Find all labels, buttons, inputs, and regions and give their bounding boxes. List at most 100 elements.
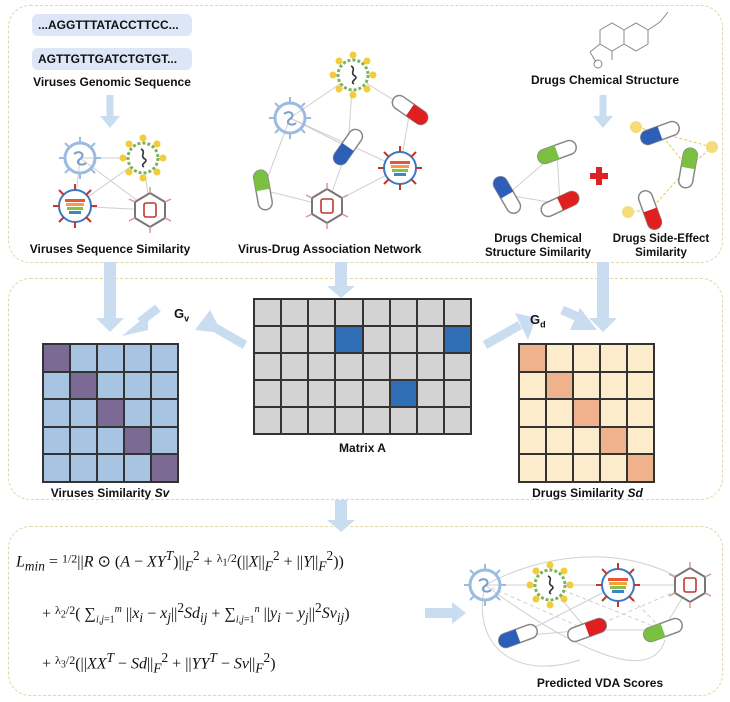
gd-sub: d [540, 319, 546, 330]
model-panel [8, 526, 723, 696]
matrix-a-cell [362, 407, 390, 434]
sd-cell [546, 454, 573, 482]
matrix-a-cell [308, 353, 336, 380]
matrix-a-cell [389, 299, 417, 326]
sd-cell [627, 426, 654, 455]
sd-symbol: Sd [627, 486, 643, 500]
sd-cell [573, 399, 600, 427]
matrix-a-cell [416, 326, 444, 353]
sd-cell [600, 399, 627, 427]
sv-cell [151, 344, 178, 372]
matrix-a-cell [416, 407, 444, 434]
matrix-a-cell [281, 299, 309, 326]
matrix-a-cell [389, 380, 417, 407]
sd-cell [600, 344, 627, 372]
matrix-a-cell [389, 407, 417, 434]
matrix-a-cell [254, 326, 282, 353]
matrix-a-cell [254, 299, 282, 326]
drugs-chemical-structure-similarity-label: Drugs Chemical Structure Similarity [473, 232, 603, 260]
matrix-a-cell [443, 299, 471, 326]
sv-cell [97, 371, 124, 400]
sv-cell [124, 426, 151, 455]
matrix-a-cell [254, 407, 282, 434]
sd-cell [546, 344, 573, 372]
sv-cell [70, 399, 97, 427]
drugs-chemical-structure-label: Drugs Chemical Structure [530, 73, 680, 87]
matrix-a-cell [308, 380, 336, 407]
gd-text: G [530, 312, 541, 327]
sd-cell [600, 454, 627, 482]
matrix-a-cell [281, 353, 309, 380]
viruses-genomic-sequence-label: Viruses Genomic Sequence [33, 75, 191, 89]
matrix-a-cell [308, 299, 336, 326]
sv-cell [43, 344, 70, 372]
matrix-a-cell [335, 326, 363, 353]
matrix-a [253, 298, 472, 435]
sv-cell [124, 399, 151, 427]
chemical-structure-icon [589, 11, 669, 69]
sd-cell [573, 371, 600, 400]
data-sources-panel [8, 5, 723, 263]
genomic-sequence-1: ...AGGTTTATACCTTCC... [32, 14, 192, 36]
sv-cell [97, 454, 124, 482]
similarity-panel [8, 278, 723, 500]
matrix-a-cell [335, 299, 363, 326]
sd-cell [600, 371, 627, 400]
sd-cell [519, 344, 546, 372]
viruses-sequence-similarity-label: Viruses Sequence Similarity [29, 242, 191, 256]
sd-cell [519, 399, 546, 427]
sd-cell [573, 344, 600, 372]
sv-symbol: Sv [154, 486, 170, 500]
equation-line-2: + λ2/2( ∑i,j=1m ||xi − xj||2Sdij + ∑i,j=… [42, 600, 350, 626]
matrix-a-cell [416, 353, 444, 380]
matrix-a-cell [416, 299, 444, 326]
matrix-a-cell [362, 353, 390, 380]
sv-cell [70, 344, 97, 372]
matrix-a-cell [362, 299, 390, 326]
sd-cell [573, 426, 600, 455]
sd-cell [573, 454, 600, 482]
equation-line-3: + λ3/2(||XXT − Sd||F2 + ||YYT − Sv||F2) [42, 650, 276, 676]
sv-cell [151, 371, 178, 400]
matrix-a-cell [281, 326, 309, 353]
label-text: Viruses Similarity [50, 486, 155, 500]
virus-drug-association-network-label: Virus-Drug Association Network [238, 242, 422, 256]
sv-cell [151, 399, 178, 427]
sd-cell [627, 454, 654, 482]
matrix-a-cell [389, 326, 417, 353]
gv-sub: v [184, 313, 190, 324]
sv-cell [124, 371, 151, 400]
viruses-similarity-label: Viruses Similarity Sv [20, 486, 200, 500]
sv-cell [43, 426, 70, 455]
sd-cell [546, 399, 573, 427]
label-line: Structure Similarity [484, 247, 592, 259]
matrix-a-cell [308, 407, 336, 434]
sv-cell [43, 371, 70, 400]
sd-cell [627, 371, 654, 400]
sd-cell [519, 371, 546, 400]
matrix-a-cell [362, 380, 390, 407]
matrix-a-cell [362, 326, 390, 353]
sd-cell [519, 426, 546, 455]
label-text: Drugs Similarity [532, 486, 628, 500]
matrix-a-cell [443, 326, 471, 353]
matrix-a-label: Matrix A [339, 441, 386, 455]
sd-cell [546, 371, 573, 400]
sv-cell [97, 344, 124, 372]
drugs-side-effect-similarity-label: Drugs Side-Effect Similarity [602, 232, 720, 260]
drugs-similarity-label: Drugs Similarity Sd [500, 486, 675, 500]
gv-label: Gv [174, 306, 189, 324]
sv-cell [43, 399, 70, 427]
sd-cell [627, 344, 654, 372]
sv-cell [151, 426, 178, 455]
sv-cell [124, 344, 151, 372]
predicted-vda-scores-label: Predicted VDA Scores [536, 676, 664, 690]
matrix-a-cell [389, 353, 417, 380]
equation-line-1: Lmin = 1/2||R ⊙ (A − XYT)||F2 + λ1/2(||X… [16, 548, 344, 574]
sv-cell [70, 426, 97, 455]
matrix-a-cell [254, 380, 282, 407]
matrix-a-cell [254, 353, 282, 380]
viruses-similarity-matrix [42, 343, 179, 483]
matrix-a-cell [443, 353, 471, 380]
label-line: Similarity [635, 247, 687, 259]
